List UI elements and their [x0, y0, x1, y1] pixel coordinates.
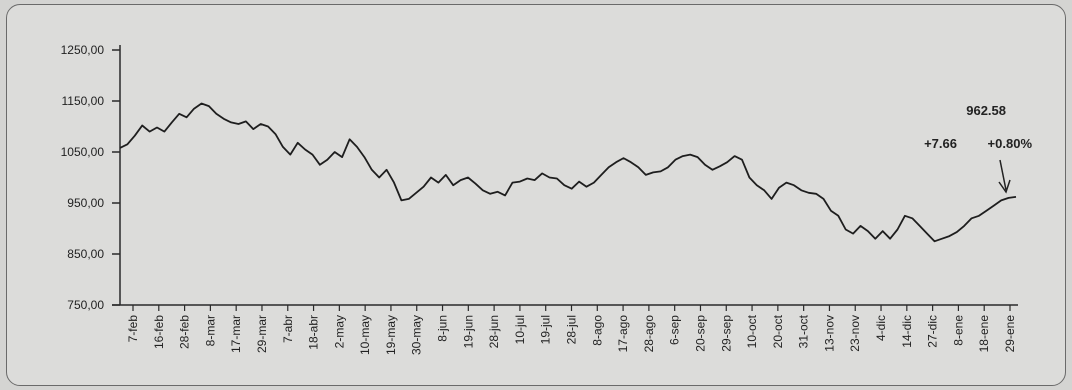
- x-tick-label: 28-jun: [487, 315, 501, 348]
- y-tick-label: 750,00: [67, 298, 104, 312]
- x-tick-label: 29-mar: [255, 315, 269, 353]
- x-tick-label: 10-jul: [513, 315, 527, 344]
- x-tick-label: 7-feb: [126, 315, 140, 343]
- y-tick-label: 950,00: [67, 196, 104, 210]
- x-tick-label: 27-dic: [926, 315, 940, 348]
- x-tick-label: 16-feb: [152, 315, 166, 349]
- x-tick-label: 7-abr: [281, 315, 295, 343]
- y-tick-label: 850,00: [67, 247, 104, 261]
- x-tick-label: 17-mar: [229, 315, 243, 353]
- last-value-label: 962.58: [966, 103, 1006, 118]
- x-tick-label: 10-may: [358, 315, 372, 355]
- arrow-icon: [998, 159, 1011, 194]
- y-axis: 1250,00 1150,00 1050,00 950,00 850,00 750,00: [61, 43, 121, 312]
- x-tick-label: 30-may: [410, 315, 424, 355]
- x-tick-label: 18-ene: [977, 315, 991, 353]
- y-tick-label: 1050,00: [61, 145, 105, 159]
- x-tick-label: 18-abr: [307, 315, 321, 350]
- x-tick-label: 8-mar: [203, 315, 217, 346]
- x-tick-label: 14-dic: [900, 315, 914, 348]
- x-tick-label: 13-nov: [822, 315, 836, 352]
- change-pct-label: +0.80%: [988, 136, 1033, 151]
- x-tick-label: 19-jul: [539, 315, 553, 344]
- x-tick-label: 29-sep: [719, 315, 733, 352]
- series-line: [119, 102, 1017, 243]
- x-tick-label: 19-jun: [461, 315, 475, 348]
- x-tick-label: 28-jul: [565, 315, 579, 344]
- change-label: +7.66: [924, 136, 957, 151]
- y-tick-label: 1150,00: [62, 94, 105, 108]
- x-tick-label: 4-dic: [874, 315, 888, 341]
- x-tick-label: 29-ene: [1003, 315, 1017, 353]
- x-tick-label: 19-may: [384, 315, 398, 355]
- x-tick-label: 23-nov: [848, 315, 862, 352]
- x-tick-label: 20-sep: [693, 315, 707, 352]
- x-tick-label: 10-oct: [745, 314, 759, 348]
- x-tick-label: 6-sep: [668, 315, 682, 345]
- x-tick-label: 8-jun: [436, 315, 450, 342]
- x-tick-label: 28-ago: [642, 315, 656, 353]
- x-tick-label: 28-feb: [178, 315, 192, 349]
- x-axis: 7-feb 16-feb 28-feb 8-mar 17-mar 29-mar 7-abr 1…: [112, 304, 1018, 355]
- x-tick-label: 8-ene: [951, 315, 965, 346]
- y-tick-label: 1250,00: [61, 43, 105, 57]
- x-tick-label: 8-ago: [590, 315, 604, 346]
- x-tick-label: 20-oct: [771, 314, 785, 348]
- x-tick-label: 17-ago: [616, 315, 630, 353]
- chart-frame: [6, 4, 1066, 386]
- x-tick-label: 31-oct: [797, 314, 811, 348]
- x-tick-label: 2-may: [332, 315, 346, 348]
